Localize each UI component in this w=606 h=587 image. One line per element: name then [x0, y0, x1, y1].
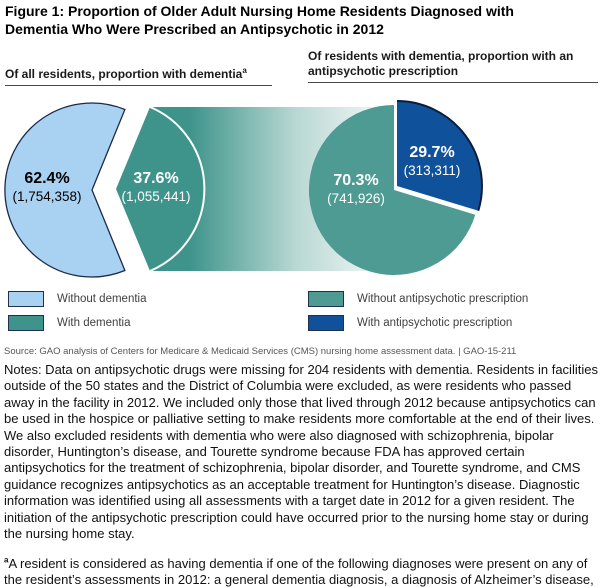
legend-label-with-dementia: With dementia — [57, 316, 131, 329]
footnote-marker-a-bottom: a — [4, 555, 9, 565]
panel-heading-left-text: Of all residents, proportion with dement… — [5, 66, 243, 81]
left-pie-pct-label: 62.4% — [24, 170, 69, 187]
legend-label-without-antipsychotic: Without antipsychotic prescription — [357, 292, 529, 305]
blue-slice-pct-label: 29.7% — [409, 144, 454, 161]
blue-slice-outline — [396, 100, 483, 211]
right-pie-without-antipsychotic-slice — [308, 105, 476, 275]
source-line: Source: GAO analysis of Centers for Medi… — [4, 346, 517, 357]
left-pie-with-dementia-wedge — [116, 107, 205, 271]
legend-swatch-without-antipsychotic — [308, 290, 344, 307]
legend-item-without-dementia: Without dementia — [8, 290, 147, 307]
legend-label-with-antipsychotic: With antipsychotic prescription — [357, 316, 513, 329]
wedge-count-label: (1,055,441) — [121, 189, 190, 204]
legend-item-with-antipsychotic: With antipsychotic prescription — [308, 314, 512, 331]
figure-title: Figure 1: Proportion of Older Adult Nurs… — [5, 3, 514, 37]
blue-slice-count-label: (313,311) — [404, 163, 461, 178]
footnote-text: aA resident is considered as having deme… — [4, 556, 598, 587]
footnote-marker-a: a — [242, 65, 247, 75]
pie-flow-chart: 62.4% (1,754,358) 37.6% (1,055,441) 70.3… — [4, 100, 483, 278]
left-pie-count-label: (1,754,358) — [12, 189, 81, 204]
footnote-body: A resident is considered as having demen… — [4, 556, 594, 587]
panel-heading-right-text: Of residents with dementia, proportion w… — [308, 49, 574, 78]
legend-swatch-with-antipsychotic — [308, 314, 344, 331]
legend-item-without-antipsychotic: Without antipsychotic prescription — [308, 290, 528, 307]
right-pie-pct-label: 70.3% — [333, 172, 378, 189]
wedge-arc-highlight — [149, 106, 206, 272]
left-pie-without-dementia-slice — [4, 102, 126, 278]
legend-swatch-with-dementia — [8, 314, 44, 331]
right-pie-count-label: (741,926) — [327, 191, 385, 206]
panel-heading-left: Of all residents, proportion with dement… — [5, 44, 272, 86]
legend-label-without-dementia: Without dementia — [57, 292, 147, 305]
right-pie-with-antipsychotic-slice — [397, 101, 482, 211]
legend-swatch-without-dementia — [8, 290, 44, 307]
notes-text: Notes: Data on antipsychotic drugs were … — [4, 362, 598, 542]
wedge-pct-label: 37.6% — [133, 170, 178, 187]
legend-item-with-dementia: With dementia — [8, 314, 131, 331]
panel-heading-right: Of residents with dementia, proportion w… — [308, 44, 598, 83]
